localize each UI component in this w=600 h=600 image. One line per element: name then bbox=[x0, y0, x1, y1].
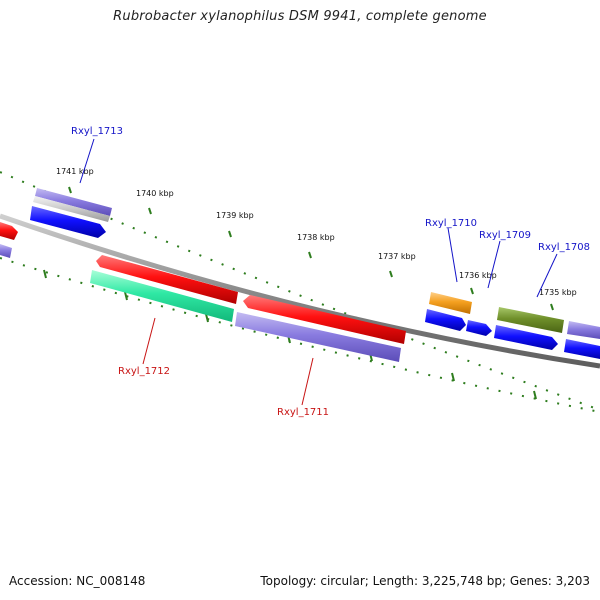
tick-mark bbox=[228, 230, 232, 238]
accession-text: Accession: NC_008148 bbox=[9, 574, 146, 588]
tick-mark bbox=[308, 251, 312, 259]
gene-feature-red-2[interactable] bbox=[243, 295, 406, 344]
gene-feature-left-purple[interactable] bbox=[0, 244, 12, 258]
gene-feature-rxyl-1710[interactable] bbox=[429, 292, 472, 314]
leader-line-rxyl-1710 bbox=[447, 227, 458, 283]
leader-line-rxyl-1711 bbox=[301, 357, 314, 406]
tick-mark bbox=[389, 270, 393, 278]
tick-label-1740: 1740 kbp bbox=[136, 189, 174, 198]
leader-lines bbox=[79, 138, 558, 406]
gene-feature-red-1[interactable] bbox=[96, 255, 238, 304]
gene-label-rxyl-1713[interactable]: Rxyl_1713 bbox=[71, 126, 123, 137]
gene-label-rxyl-1709[interactable]: Rxyl_1709 bbox=[479, 230, 531, 241]
tick-label-1738: 1738 kbp bbox=[297, 233, 335, 242]
leader-line-rxyl-1709 bbox=[487, 240, 501, 289]
gene-feature-right-blue[interactable] bbox=[564, 339, 600, 359]
gene-label-rxyl-1711[interactable]: Rxyl_1711 bbox=[277, 407, 329, 418]
gene-label-rxyl-1708[interactable]: Rxyl_1708 bbox=[538, 242, 590, 253]
outer-tick-ring bbox=[0, 171, 600, 411]
gene-feature-rxyl-1713-shadow bbox=[33, 196, 110, 222]
tick-mark bbox=[451, 372, 455, 382]
tick-mark bbox=[205, 313, 209, 323]
gene-feature-blue-arrow-a[interactable] bbox=[425, 309, 466, 331]
tick-mark bbox=[470, 287, 474, 295]
tick-label-1741: 1741 kbp bbox=[56, 167, 94, 176]
tick-mark bbox=[550, 303, 554, 311]
tick-mark bbox=[148, 207, 152, 215]
leader-line-rxyl-1713 bbox=[79, 138, 95, 184]
gene-feature-right-purple[interactable] bbox=[567, 321, 600, 339]
tick-mark bbox=[533, 390, 537, 400]
tick-label-1736: 1736 kbp bbox=[459, 271, 497, 280]
gene-feature-left-red[interactable] bbox=[0, 222, 18, 240]
genome-stats-text: Topology: circular; Length: 3,225,748 bp… bbox=[260, 574, 590, 588]
gene-label-rxyl-1712[interactable]: Rxyl_1712 bbox=[118, 366, 170, 377]
gene-feature-rxyl-1709[interactable] bbox=[466, 320, 492, 336]
gene-feature-blue-arrow-left[interactable] bbox=[30, 206, 106, 238]
tick-label-1739: 1739 kbp bbox=[216, 211, 254, 220]
gene-label-rxyl-1710[interactable]: Rxyl_1710 bbox=[425, 218, 477, 229]
genome-backbone bbox=[0, 213, 600, 369]
gene-feature-blue-arrow-b[interactable] bbox=[494, 325, 558, 350]
gene-feature-rxyl-1713[interactable] bbox=[35, 188, 112, 216]
major-ticks bbox=[68, 186, 554, 311]
gene-feature-rxyl-1711[interactable] bbox=[235, 312, 401, 362]
gene-feature-rxyl-1708[interactable] bbox=[497, 307, 564, 333]
map-title: Rubrobacter xylanophilus DSM 9941, compl… bbox=[113, 9, 487, 24]
leader-line-rxyl-1712 bbox=[142, 317, 156, 365]
tick-mark bbox=[68, 186, 72, 194]
gene-feature-rxyl-1712[interactable] bbox=[90, 270, 234, 322]
leader-line-rxyl-1708 bbox=[536, 253, 558, 298]
tick-mark bbox=[124, 291, 128, 301]
tick-label-1735: 1735 kbp bbox=[539, 288, 577, 297]
tick-label-1737: 1737 kbp bbox=[378, 252, 416, 261]
tick-mark bbox=[43, 269, 47, 279]
